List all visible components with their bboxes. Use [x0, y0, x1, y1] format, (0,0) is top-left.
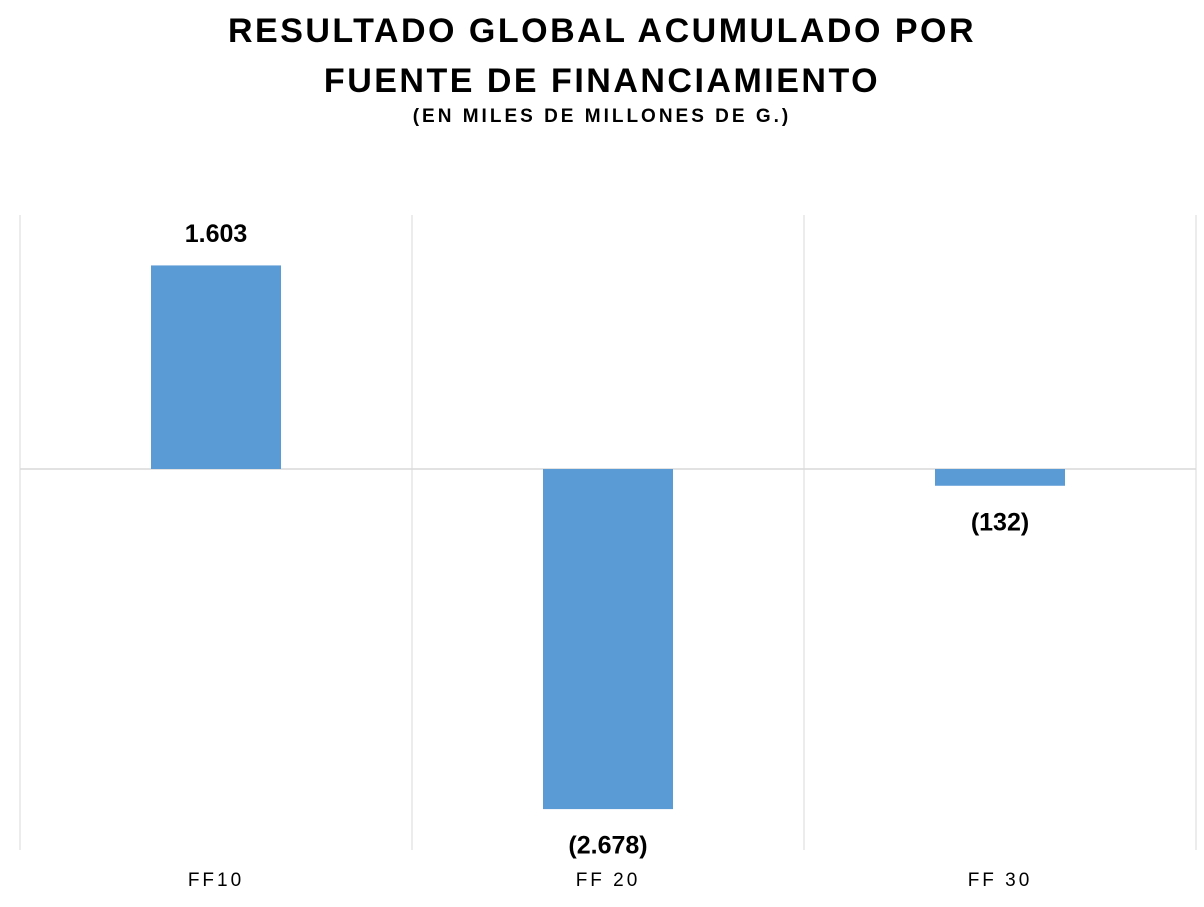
value-label: (2.678) — [568, 832, 647, 860]
x-tick-label: FF 30 — [968, 870, 1033, 891]
value-label: (132) — [971, 508, 1029, 536]
value-label: 1.603 — [185, 220, 248, 248]
bar — [543, 469, 673, 810]
chart-title: RESULTADO GLOBAL ACUMULADO POR FUENTE DE… — [227, 12, 977, 100]
x-tick-label: FF 20 — [576, 870, 641, 891]
x-tick-label: FF10 — [188, 870, 244, 891]
bar — [151, 265, 281, 469]
chart-subtitle: (EN MILES DE MILLONES DE G.) — [412, 106, 792, 127]
bar — [935, 469, 1065, 486]
